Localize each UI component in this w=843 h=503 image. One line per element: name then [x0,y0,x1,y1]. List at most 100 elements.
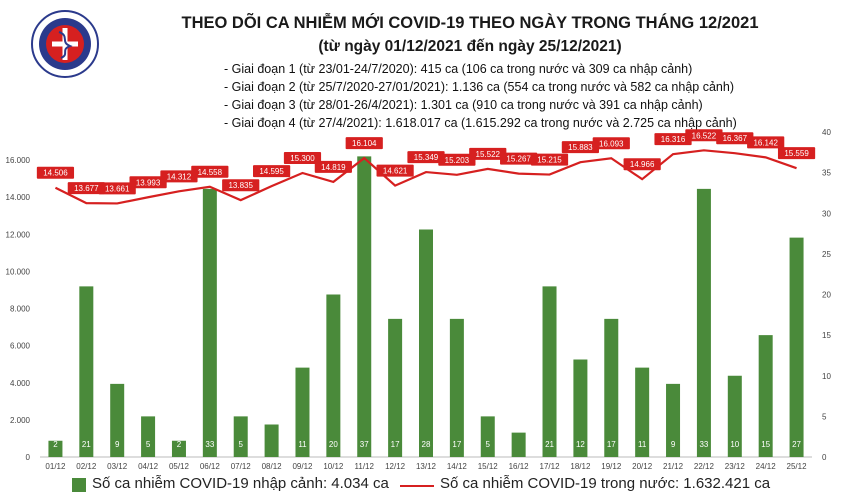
bar-value-label: 17 [607,440,616,449]
x-tick-label: 20/12 [632,462,653,471]
line-value-label: 16.316 [661,135,686,144]
y-right-tick-label: 30 [822,209,831,218]
bar-value-label: 27 [792,440,801,449]
line-value-label: 15.203 [445,156,470,165]
phase-line-3: - Giai đoạn 3 (từ 28/01-26/4/2021): 1.30… [224,98,703,112]
x-tick-label: 12/12 [385,462,406,471]
bar-value-label: 5 [486,440,491,449]
line-label-box [530,153,569,166]
line-label-box [592,137,630,150]
bar [264,424,279,457]
line-value-label: 14.506 [43,169,68,178]
line-label-box [222,179,260,192]
bar [357,156,372,457]
y-left-tick-label: 8.000 [10,305,31,314]
bar [573,359,588,457]
line-value-label: 15.559 [784,149,809,158]
phase-summary: - Giai đoạn 1 (từ 23/01-24/7/2020): 415 … [224,60,737,132]
bar-value-label: 10 [730,440,739,449]
line-label-box [283,151,322,164]
bar-value-label: 20 [329,440,338,449]
bar [604,318,619,457]
bar-value-label: 5 [238,440,243,449]
line-series [54,149,797,205]
bar [295,367,310,457]
y-right-tick-label: 5 [822,412,827,421]
bar-value-label: 33 [699,440,708,449]
bar-value-label: 2 [53,440,58,449]
y-right-tick-label: 0 [822,453,827,462]
chart-title: THEO DÕI CA NHIỄM MỚI COVID-19 THEO NGÀY… [181,14,759,32]
bar [542,286,557,457]
line-label-box [407,151,445,164]
legend-line-swatch [400,485,434,487]
line-value-label: 14.595 [259,167,284,176]
y-left-tick-label: 0 [26,453,31,462]
x-tick-label: 07/12 [231,462,252,471]
bar-value-label: 33 [205,440,214,449]
bar [696,188,711,457]
line-value-label: 13.835 [228,181,253,190]
line-label-box [747,136,785,149]
x-tick-label: 17/12 [540,462,561,471]
x-tick-label: 09/12 [292,462,313,471]
bar [666,383,681,457]
line-label-box [253,165,291,178]
y-left-tick-label: 4.000 [10,379,31,388]
bar [233,416,248,457]
line-label-box [716,132,754,145]
x-tick-label: 16/12 [509,462,530,471]
bar [48,440,63,457]
line-label-box [500,152,538,165]
bar [758,335,773,457]
x-tick-label: 06/12 [200,462,221,471]
ministry-of-health-logo [31,10,99,78]
x-tick-label: 22/12 [694,462,715,471]
bar-value-label: 2 [177,440,182,449]
bar-value-label: 37 [360,440,369,449]
line-value-label: 13.677 [74,184,99,193]
line-label-box [191,165,229,178]
bar [635,367,650,457]
line-value-label: 15.522 [476,150,501,159]
y-right-tick-label: 25 [822,250,831,259]
x-tick-label: 25/12 [787,462,808,471]
line-label-box [36,166,75,179]
line-value-label: 15.267 [506,155,531,164]
line-value-label: 14.312 [167,172,192,181]
bar [79,286,94,457]
line-label-box [685,129,723,142]
y-left-tick-label: 2.000 [10,416,31,425]
bar [727,375,742,457]
y-right-tick-label: 15 [822,331,831,340]
x-tick-label: 02/12 [76,462,97,471]
bar [480,416,495,457]
line-label-box [160,170,198,183]
phase-line-4: - Giai đoạn 4 (từ 27/4/2021): 1.618.017 … [224,116,737,130]
bar-value-label: 28 [422,440,431,449]
x-tick-label: 04/12 [138,462,159,471]
bar [388,318,403,457]
x-tick-label: 24/12 [756,462,777,471]
line-value-label: 14.819 [321,163,346,172]
bar-value-label: 9 [115,440,120,449]
line-value-label: 16.522 [692,131,717,140]
x-tick-label: 05/12 [169,462,190,471]
legend-bar-label: Số ca nhiễm COVID-19 nhập cảnh: 4.034 ca [92,475,389,492]
y-left-tick-label: 16.000 [6,156,31,165]
line-value-label: 16.367 [723,134,748,143]
x-tick-label: 21/12 [663,462,684,471]
bar-value-label: 12 [576,440,585,449]
line-value-label: 15.349 [414,153,439,162]
bar-value-label: 5 [146,440,151,449]
phase-line-1: - Giai đoạn 1 (từ 23/01-24/7/2020): 415 … [224,62,693,76]
line-value-label: 16.142 [753,138,778,147]
bar-value-label: 11 [298,440,307,449]
x-tick-label: 23/12 [725,462,746,471]
y-right-tick-label: 40 [822,128,831,137]
y-left-tick-label: 10.000 [6,267,31,276]
y-right-tick-label: 10 [822,372,831,381]
bar [202,188,217,457]
line-value-label: 16.093 [599,139,624,148]
